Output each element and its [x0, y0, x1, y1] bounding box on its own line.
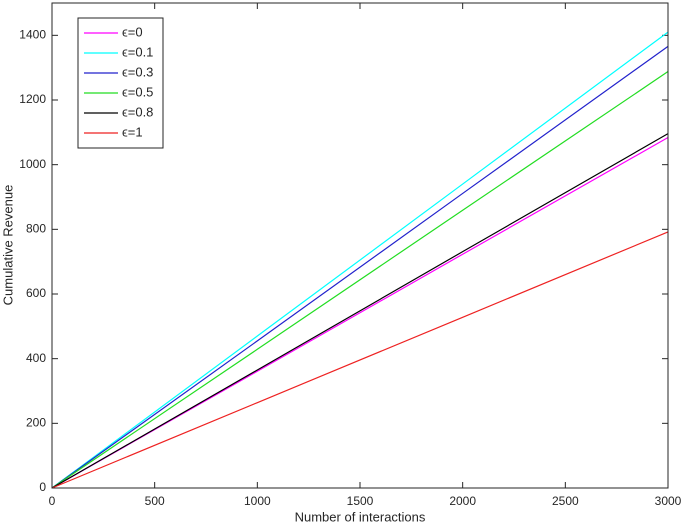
x-tick-label: 500 — [145, 494, 165, 508]
x-tick-label: 3000 — [655, 494, 682, 508]
y-tick-label: 1400 — [19, 28, 46, 42]
series-line — [51, 31, 669, 489]
series-line — [51, 231, 669, 489]
legend-label: ϵ=0 — [122, 24, 143, 39]
plot-frame — [51, 2, 669, 489]
series-line — [51, 71, 669, 489]
y-tick-label: 0 — [39, 480, 46, 494]
x-axis-label: Number of interactions — [295, 509, 426, 524]
y-tick-label: 200 — [26, 416, 46, 430]
y-axis-label: Cumulative Revenue — [0, 185, 15, 306]
legend-label: ϵ=0.5 — [122, 84, 153, 99]
y-tick-label: 1000 — [19, 157, 46, 171]
y-tick-label: 1200 — [19, 92, 46, 106]
legend-box — [77, 17, 164, 149]
series-line — [51, 133, 669, 489]
x-tick-label: 1000 — [244, 494, 271, 508]
x-tick-label: 1500 — [347, 494, 374, 508]
legend-label: ϵ=1 — [122, 124, 143, 139]
y-tick-label: 800 — [26, 222, 46, 236]
x-tick-label: 0 — [49, 494, 56, 508]
x-tick-label: 2000 — [449, 494, 476, 508]
legend-label: ϵ=0.1 — [122, 44, 153, 59]
x-tick-label: 2500 — [552, 494, 579, 508]
legend-label: ϵ=0.8 — [122, 104, 153, 119]
series-line — [51, 45, 669, 489]
y-tick-label: 400 — [26, 351, 46, 365]
legend-label: ϵ=0.3 — [122, 64, 153, 79]
y-tick-label: 600 — [26, 286, 46, 300]
